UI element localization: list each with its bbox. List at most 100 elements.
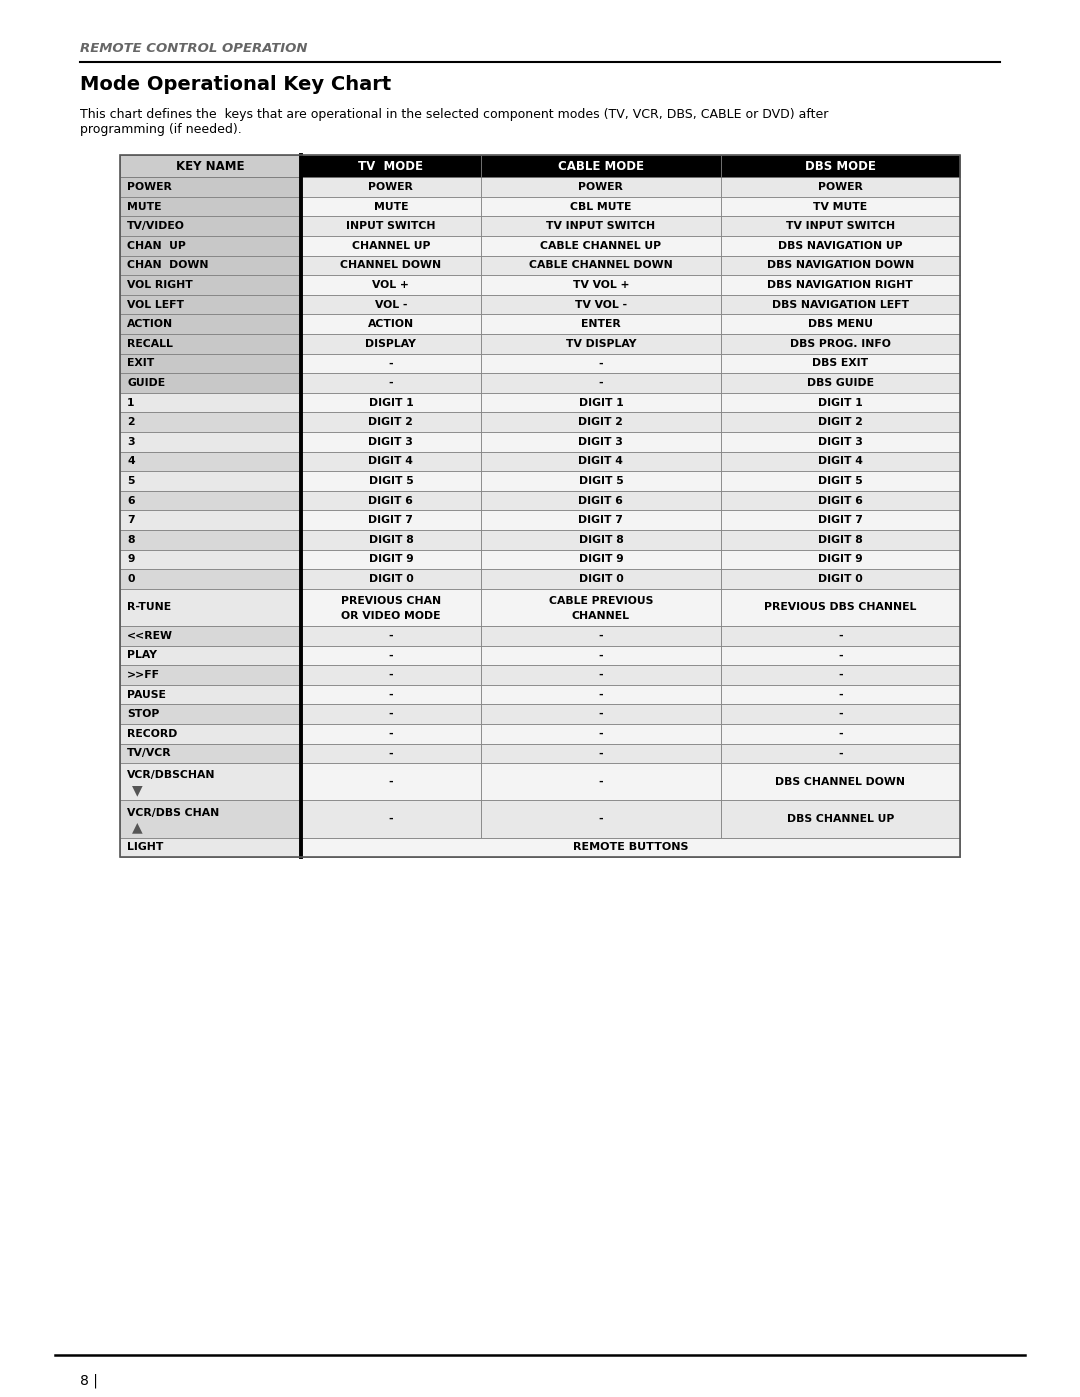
Text: TV VOL +: TV VOL +	[572, 279, 630, 291]
Bar	[720, 743, 960, 763]
Bar	[120, 314, 300, 334]
Bar	[300, 471, 482, 490]
Bar	[482, 334, 720, 353]
Text: POWER: POWER	[127, 182, 172, 191]
Bar	[720, 177, 960, 197]
Text: -: -	[598, 358, 604, 369]
Text: PLAY: PLAY	[127, 651, 157, 661]
Bar	[720, 838, 960, 858]
Text: STOP: STOP	[127, 710, 160, 719]
Text: -: -	[389, 379, 393, 388]
Bar	[482, 236, 720, 256]
Text: REMOTE CONTROL OPERATION: REMOTE CONTROL OPERATION	[80, 42, 308, 54]
Text: -: -	[389, 358, 393, 369]
Bar	[720, 256, 960, 275]
Text: CHANNEL DOWN: CHANNEL DOWN	[340, 260, 442, 270]
Text: -: -	[389, 690, 393, 700]
Bar	[482, 353, 720, 373]
Text: DIGIT 8: DIGIT 8	[818, 535, 863, 545]
Bar	[120, 665, 300, 685]
Bar	[482, 588, 720, 626]
Bar	[720, 373, 960, 393]
Bar	[300, 295, 482, 314]
Text: 8 |: 8 |	[80, 1373, 98, 1387]
Text: -: -	[838, 690, 842, 700]
Bar	[482, 704, 720, 724]
Bar	[300, 177, 482, 197]
Text: -: -	[838, 729, 842, 739]
Bar	[720, 236, 960, 256]
Bar	[720, 685, 960, 704]
Text: DIGIT 5: DIGIT 5	[368, 476, 414, 486]
Text: <<REW: <<REW	[127, 630, 173, 641]
Bar	[482, 763, 720, 800]
Bar	[120, 295, 300, 314]
Text: POWER: POWER	[368, 182, 414, 191]
Bar	[120, 217, 300, 236]
Text: VCR/DBS CHAN: VCR/DBS CHAN	[127, 807, 219, 817]
Bar	[300, 763, 482, 800]
Bar	[120, 334, 300, 353]
Bar	[720, 295, 960, 314]
Bar	[482, 549, 720, 569]
Bar	[300, 588, 482, 626]
Bar	[482, 177, 720, 197]
Text: -: -	[838, 630, 842, 641]
Text: PREVIOUS DBS CHANNEL: PREVIOUS DBS CHANNEL	[765, 602, 917, 612]
Bar	[120, 177, 300, 197]
Text: -: -	[389, 749, 393, 759]
Bar	[720, 393, 960, 412]
Bar	[482, 412, 720, 432]
Text: DIGIT 7: DIGIT 7	[579, 515, 623, 525]
Text: DIGIT 1: DIGIT 1	[368, 398, 414, 408]
Text: DIGIT 9: DIGIT 9	[818, 555, 863, 564]
Text: DIGIT 3: DIGIT 3	[818, 437, 863, 447]
Bar	[482, 373, 720, 393]
Text: DBS PROG. INFO: DBS PROG. INFO	[789, 338, 891, 349]
Text: -: -	[838, 651, 842, 661]
Text: DIGIT 9: DIGIT 9	[579, 555, 623, 564]
Text: DIGIT 0: DIGIT 0	[818, 574, 863, 584]
Bar	[482, 724, 720, 743]
Bar	[120, 155, 300, 177]
Text: CABLE PREVIOUS: CABLE PREVIOUS	[549, 597, 653, 606]
Text: -: -	[838, 710, 842, 719]
Text: DIGIT 1: DIGIT 1	[579, 398, 623, 408]
Bar	[120, 645, 300, 665]
Bar	[120, 685, 300, 704]
Text: DBS NAVIGATION RIGHT: DBS NAVIGATION RIGHT	[768, 279, 914, 291]
Text: CHAN  DOWN: CHAN DOWN	[127, 260, 208, 270]
Text: DBS MODE: DBS MODE	[805, 159, 876, 173]
Bar	[482, 645, 720, 665]
Bar	[120, 490, 300, 510]
Text: CHAN  UP: CHAN UP	[127, 240, 186, 250]
Bar	[300, 217, 482, 236]
Bar	[300, 645, 482, 665]
Bar	[120, 256, 300, 275]
Text: DBS NAVIGATION DOWN: DBS NAVIGATION DOWN	[767, 260, 914, 270]
Bar	[120, 724, 300, 743]
Text: -: -	[598, 690, 604, 700]
Bar	[300, 393, 482, 412]
Bar	[300, 353, 482, 373]
Bar	[720, 800, 960, 838]
Text: DIGIT 1: DIGIT 1	[818, 398, 863, 408]
Bar	[720, 763, 960, 800]
Bar	[720, 314, 960, 334]
Text: DIGIT 0: DIGIT 0	[368, 574, 414, 584]
Bar	[300, 412, 482, 432]
Text: -: -	[389, 729, 393, 739]
Bar	[300, 373, 482, 393]
Bar	[482, 838, 720, 858]
Text: VOL +: VOL +	[373, 279, 409, 291]
Text: -: -	[389, 710, 393, 719]
Text: DIGIT 5: DIGIT 5	[579, 476, 623, 486]
Bar	[120, 838, 300, 858]
Text: TV  MODE: TV MODE	[359, 159, 423, 173]
Bar	[720, 569, 960, 588]
Text: 8: 8	[127, 535, 135, 545]
Text: 7: 7	[127, 515, 135, 525]
Bar	[120, 763, 300, 800]
Bar	[120, 529, 300, 549]
Bar	[720, 451, 960, 471]
